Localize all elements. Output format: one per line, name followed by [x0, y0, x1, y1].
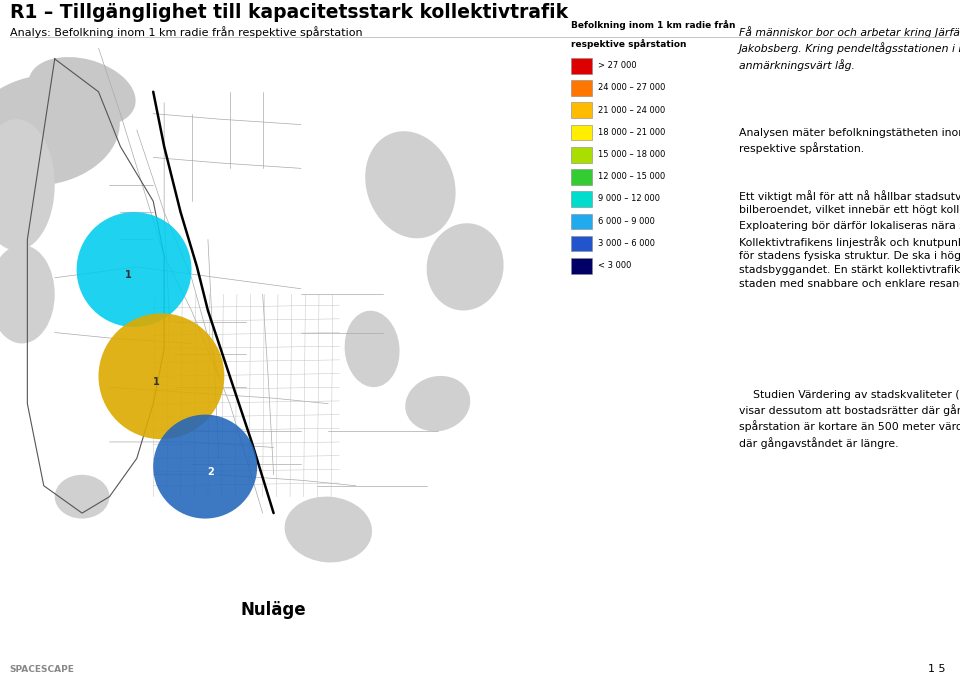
- Circle shape: [154, 414, 257, 519]
- Text: 6 000 – 9 000: 6 000 – 9 000: [598, 217, 655, 225]
- Text: SPACESCAPE: SPACESCAPE: [10, 665, 75, 674]
- Text: Befolkning inom 1 km radie från: Befolkning inom 1 km radie från: [571, 20, 735, 30]
- Text: Studien Värdering av stadskvaliteter (Spacescape och Evidens)
visar dessutom att: Studien Värdering av stadskvaliteter (Sp…: [739, 389, 960, 449]
- Bar: [571, 169, 591, 185]
- Text: Analysen mäter befolkningstätheten inom 1 kilometers radie från
respektive spårs: Analysen mäter befolkningstätheten inom …: [739, 126, 960, 154]
- Ellipse shape: [284, 497, 372, 563]
- Ellipse shape: [55, 475, 109, 519]
- Text: Ett viktigt mål för att nå hållbar stadsutveckling är att minska
bilberoendet, v: Ett viktigt mål för att nå hållbar stads…: [739, 190, 960, 288]
- Text: 1: 1: [125, 270, 132, 280]
- Ellipse shape: [29, 57, 135, 127]
- Ellipse shape: [365, 131, 456, 238]
- Ellipse shape: [426, 223, 504, 311]
- Ellipse shape: [0, 74, 120, 185]
- Text: 12 000 – 15 000: 12 000 – 15 000: [598, 172, 665, 181]
- Text: 15 000 – 18 000: 15 000 – 18 000: [598, 150, 665, 159]
- Text: 9 000 – 12 000: 9 000 – 12 000: [598, 194, 660, 203]
- Bar: [571, 81, 591, 96]
- Ellipse shape: [0, 245, 55, 343]
- Ellipse shape: [345, 311, 399, 387]
- Circle shape: [99, 313, 225, 439]
- Text: 3 000 – 6 000: 3 000 – 6 000: [598, 239, 655, 248]
- Text: 1: 1: [153, 377, 159, 387]
- Bar: [571, 147, 591, 162]
- Circle shape: [77, 212, 191, 327]
- Text: 1 5: 1 5: [928, 663, 946, 674]
- Ellipse shape: [0, 119, 55, 250]
- Bar: [571, 236, 591, 251]
- Bar: [571, 58, 591, 74]
- Text: R1 – Tillgänglighet till kapacitetsstark kollektivtrafik: R1 – Tillgänglighet till kapacitetsstark…: [10, 3, 567, 22]
- Bar: [571, 192, 591, 207]
- Text: respektive spårstation: respektive spårstation: [571, 39, 686, 49]
- Text: 24 000 – 27 000: 24 000 – 27 000: [598, 83, 665, 92]
- Bar: [571, 125, 591, 140]
- Text: Analys: Befolkning inom 1 km radie från respektive spårstation: Analys: Befolkning inom 1 km radie från …: [10, 26, 362, 38]
- Text: Nuläge: Nuläge: [241, 601, 306, 619]
- Text: Få människor bor och arbetar kring Järfällas spårstationer, undantaget
Jakobsber: Få människor bor och arbetar kring Järfä…: [739, 26, 960, 70]
- Text: < 3 000: < 3 000: [598, 261, 632, 270]
- Text: 18 000 – 21 000: 18 000 – 21 000: [598, 128, 665, 137]
- Text: 2: 2: [207, 467, 214, 477]
- Text: 21 000 – 24 000: 21 000 – 24 000: [598, 106, 665, 114]
- Bar: [571, 258, 591, 274]
- Ellipse shape: [405, 376, 470, 431]
- Text: > 27 000: > 27 000: [598, 61, 636, 70]
- Bar: [571, 213, 591, 230]
- Bar: [571, 102, 591, 118]
